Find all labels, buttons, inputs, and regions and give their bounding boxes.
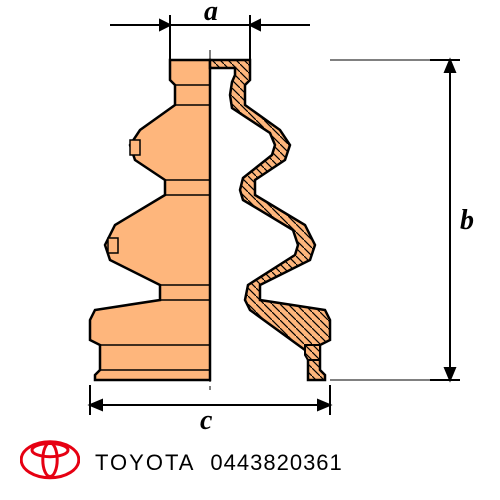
dimension-b bbox=[430, 60, 460, 380]
boot-right-section bbox=[210, 60, 330, 380]
cv-boot-diagram bbox=[0, 0, 500, 500]
label-c: c bbox=[200, 405, 212, 437]
brand-row: TOYOTA 0443820361 bbox=[20, 440, 343, 485]
part-number: 0443820361 bbox=[210, 450, 342, 476]
boot-left-profile bbox=[90, 60, 210, 380]
toyota-logo-icon bbox=[20, 440, 80, 485]
brand-name: TOYOTA bbox=[95, 450, 195, 476]
diagram-container: a b c TOYOTA 0443820361 bbox=[0, 0, 500, 500]
label-b: b bbox=[460, 205, 474, 237]
label-a: a bbox=[204, 0, 218, 28]
